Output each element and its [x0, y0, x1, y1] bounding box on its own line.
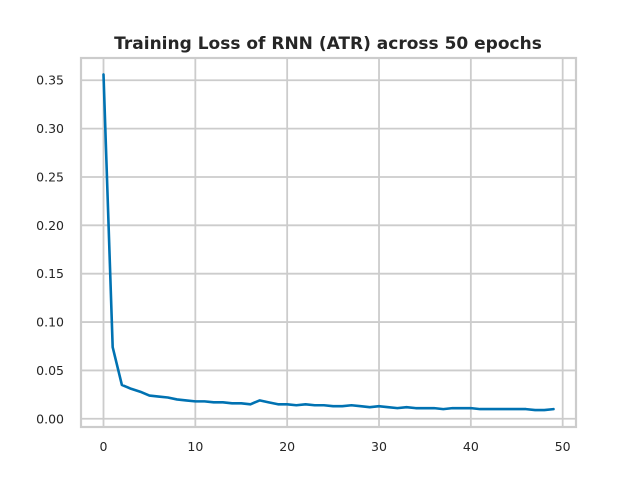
y-axis-ticks: 0.00 0.05 0.10 0.15 0.20 0.25 0.30 0.35 [36, 73, 64, 427]
y-tick-label: 0.05 [36, 363, 64, 378]
y-tick-label: 0.20 [36, 218, 64, 233]
y-tick-label: 0.30 [36, 121, 64, 136]
x-axis-ticks: 0 10 20 30 40 50 [100, 439, 571, 454]
series-line [102, 73, 555, 412]
x-tick-label: 20 [279, 439, 295, 454]
y-tick-label: 0.00 [36, 411, 64, 426]
y-tick-label: 0.35 [36, 73, 64, 88]
plot-frame [79, 56, 578, 429]
x-tick-label: 0 [100, 439, 108, 454]
x-tick-label: 30 [371, 439, 387, 454]
x-tick-label: 40 [463, 439, 479, 454]
chart-title: Training Loss of RNN (ATR) across 50 epo… [114, 34, 542, 54]
x-tick-label: 10 [187, 439, 203, 454]
y-tick-label: 0.10 [36, 315, 64, 330]
y-tick-label: 0.25 [36, 169, 64, 184]
series-layer [102, 73, 555, 412]
x-grid [102, 58, 564, 427]
y-grid [81, 79, 576, 420]
y-tick-label: 0.15 [36, 266, 64, 281]
x-tick-label: 50 [555, 439, 571, 454]
